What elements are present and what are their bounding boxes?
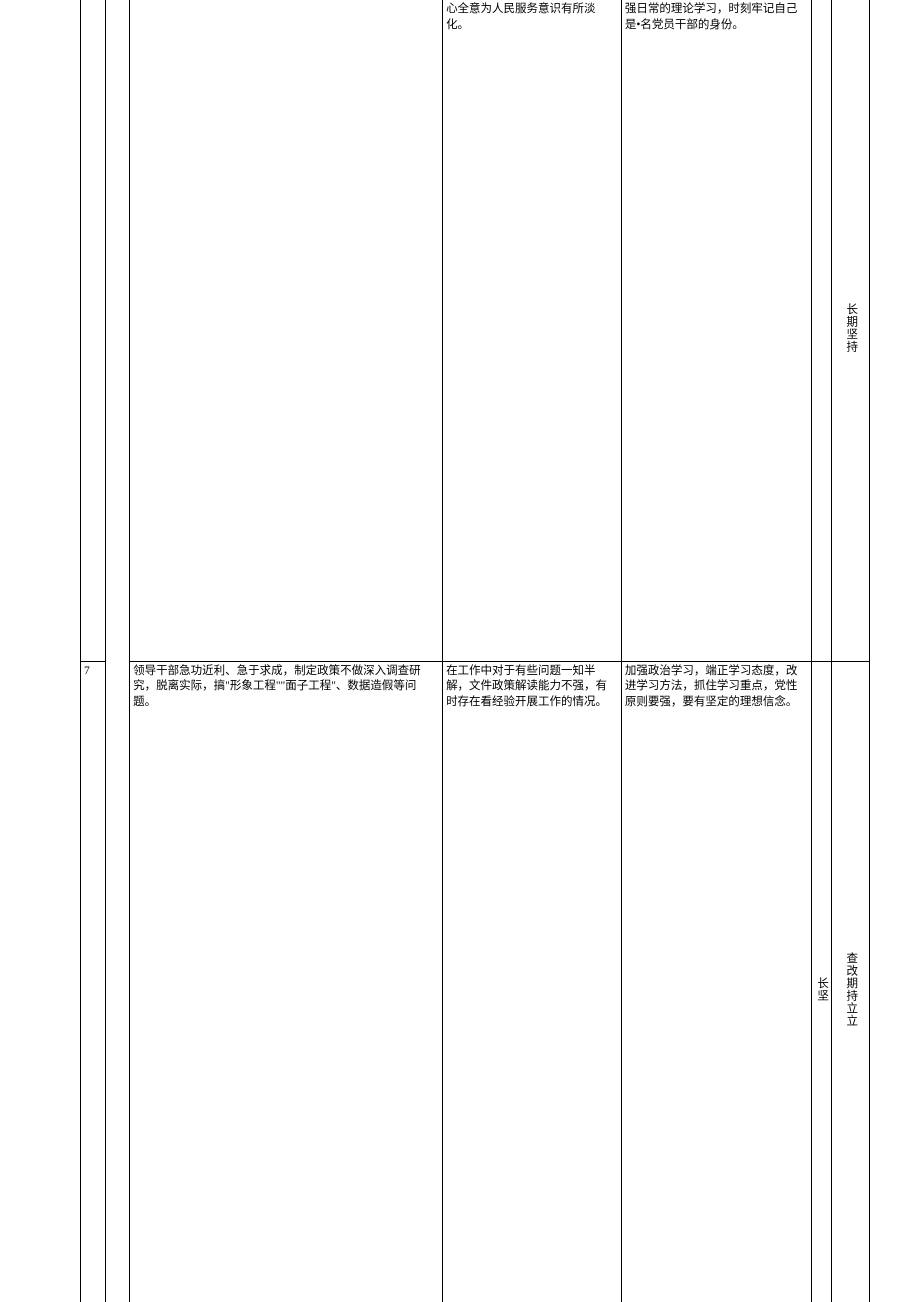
cell-time1 [811,0,831,661]
cell-measure: 加强政治学习，端正学习态度，改进学习方法，抓住学习重点，党性原则要强，要有坚定的… [621,661,811,1302]
cell-issue: 领导干部急功近利、急于求成，制定政策不做深入调查研究，脱离实际，搞"形象工程""… [130,661,443,1302]
cell-time1: 长坚 [811,661,831,1302]
cell-time2: 查改期持立立 [831,661,869,1302]
cell-self: 心全意为人民服务意识有所淡化。 [443,0,622,661]
table-row: 7 领导干部急功近利、急于求成，制定政策不做深入调查研究，脱离实际，搞"形象工程… [81,661,870,1302]
cell-time2: 长期坚持 [831,0,869,661]
category-cell: 照部风浮面对干作漂方 [105,0,130,1302]
cell-measure: 强日常的理论学习，时刻牢记自己是•名党员干部的身份。 [621,0,811,661]
cell-num [81,0,106,661]
issues-table: 照部风浮面对干作漂方 心全意为人民服务意识有所淡化。 强日常的理论学习，时刻牢记… [80,0,870,1302]
table-row: 照部风浮面对干作漂方 心全意为人民服务意识有所淡化。 强日常的理论学习，时刻牢记… [81,0,870,661]
cell-issue [130,0,443,661]
cell-self: 在工作中对于有些问题一知半解，文件政策解读能力不强，有时存在看经验开展工作的情况… [443,661,622,1302]
cell-num: 7 [81,661,106,1302]
